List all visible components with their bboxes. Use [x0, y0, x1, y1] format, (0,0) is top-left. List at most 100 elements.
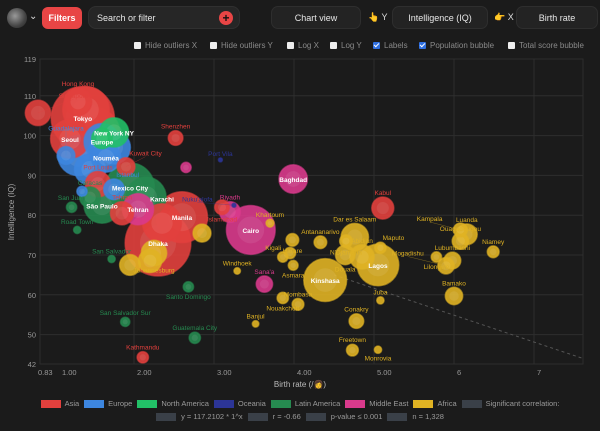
bubble-label: Dhaka: [148, 241, 168, 248]
bubble-point: [118, 253, 142, 277]
bubble-harare: [285, 232, 300, 247]
bubble-highlight: [259, 279, 269, 289]
bubble-highlight: [279, 294, 286, 302]
bubble-label: Tehran: [112, 195, 132, 202]
checkbox[interactable]: [210, 42, 217, 49]
bubble-bamako: [444, 286, 464, 306]
bubble-label: Kathmandu: [126, 345, 160, 352]
bubble-san-juan: [65, 201, 78, 214]
option-hide-outliers-y[interactable]: Hide outliers Y: [210, 41, 273, 50]
legend-swatch: [270, 399, 291, 408]
filters-button[interactable]: Filters: [42, 7, 82, 29]
bubble-labels: Dhaka Tokyo Manila Mexico City Cairo Kinshasa…: [48, 81, 505, 362]
search-input[interactable]: Search or filter +: [88, 6, 240, 29]
legend-item-africa[interactable]: Africa: [413, 399, 457, 408]
y-tick-label: 100: [23, 132, 36, 141]
y-tick-label: 90: [28, 171, 36, 180]
option-log-y[interactable]: Log Y: [330, 41, 362, 50]
bubble-label: N'Djamena: [330, 249, 362, 256]
bubble-label: Douala: [335, 267, 356, 274]
bubble-point: [180, 161, 192, 174]
checkbox-checked[interactable]: [419, 42, 426, 49]
chevron-down-icon[interactable]: ⌄: [29, 11, 38, 22]
chart-view-button[interactable]: Chart view: [271, 6, 361, 29]
avatar[interactable]: [7, 8, 27, 28]
bubble-label: San Juan: [58, 195, 86, 202]
legend-label: Oceania: [237, 399, 266, 408]
option-population-bubble[interactable]: Population bubble: [419, 41, 494, 50]
legend: Asia Europe North America Oceania Latin Amer…: [0, 397, 600, 423]
bubble-label: Monrovia: [365, 355, 392, 362]
option-label: Log Y: [341, 41, 362, 50]
checkbox-checked[interactable]: [373, 42, 380, 49]
bubble-label: Hong Kong: [62, 81, 95, 88]
bubble-highlight: [171, 133, 180, 143]
bubble-kinshasa: [303, 257, 348, 303]
legend-swatch: [213, 399, 234, 408]
checkbox[interactable]: [330, 42, 337, 49]
bubble-highlight: [349, 346, 356, 354]
bubble-label: Kuwait City: [129, 151, 162, 158]
bubble-highlight: [339, 249, 351, 261]
bubble-label: San Salvador: [92, 248, 132, 255]
option-total-score-bubble[interactable]: Total score bubble: [508, 41, 584, 50]
legend-item-middle-east[interactable]: Middle East: [345, 399, 408, 408]
legend-item-north-america[interactable]: North America: [137, 399, 209, 408]
bubble-chart: Dhaka Tokyo Manila Mexico City Cairo Kinshasa…: [7, 55, 584, 389]
bubble-label: Manila: [172, 215, 193, 222]
p-value: p-value ≤ 0.001: [330, 412, 383, 421]
legend-swatch: [137, 399, 158, 408]
bubble-highlight: [352, 317, 361, 326]
x-tick-label: 0.83: [38, 368, 53, 377]
bubble-highlight: [288, 236, 296, 244]
bubble-highlight: [108, 183, 120, 196]
bubble-istanbul: [102, 178, 126, 201]
bubble-label: Johannesburg: [133, 268, 175, 275]
bubble-label: Freetown: [339, 337, 366, 344]
trendline-segment: [333, 274, 584, 359]
legend-item-asia[interactable]: Asia: [40, 399, 79, 408]
checkbox[interactable]: [287, 42, 294, 49]
x-tick-label: 7: [537, 368, 541, 377]
bubble-maputo: [373, 241, 387, 255]
bubble-highlight: [191, 334, 198, 341]
bubble-label: Harare: [282, 248, 302, 255]
legend-item-europe[interactable]: Europe: [84, 399, 132, 408]
bubble-label: Maputo: [383, 235, 405, 242]
label-leader-line: [37, 98, 74, 114]
option-log-x[interactable]: Log X: [287, 41, 319, 50]
bubble-label: Baghdad: [279, 177, 307, 184]
bubble-point: [76, 185, 88, 198]
bubble-label: Kinshasa: [311, 278, 340, 285]
option-hide-outliers-x[interactable]: Hide outliers X: [134, 41, 197, 50]
legend-swatch: [413, 399, 434, 408]
add-filter-icon[interactable]: +: [219, 11, 233, 25]
legend-item-oceania[interactable]: Oceania: [213, 399, 266, 408]
checkbox[interactable]: [508, 42, 515, 49]
bubble-highlight: [342, 237, 350, 245]
x-tick-label: 6: [457, 368, 461, 377]
checkbox[interactable]: [134, 42, 141, 49]
bubble-highlight: [197, 228, 207, 239]
legend-swatch: [461, 399, 482, 408]
bubble-label: Santo Domingo: [166, 294, 211, 301]
option-labels[interactable]: Labels: [373, 41, 408, 50]
bubble-point: [192, 223, 212, 243]
ticks: 0.83 1.00 2.00 3.00 4.00 5.00 6 7 119 110 100 90 80 7…: [23, 55, 541, 377]
chart-options: Hide outliers X Hide outliers Y Log X Lo…: [0, 41, 600, 53]
option-label: Hide outliers Y: [221, 41, 273, 50]
bubble-highlight: [285, 171, 302, 187]
bubble-highlight: [286, 249, 294, 257]
bubble-highlight: [96, 132, 108, 145]
y-axis-select[interactable]: Intelligence (IQ): [392, 6, 488, 29]
bubble-highlight: [97, 149, 115, 166]
bubble-label: Tehran: [127, 207, 148, 214]
legend-label: North America: [161, 399, 209, 408]
legend-item-latin-america[interactable]: Latin America: [270, 399, 340, 408]
x-axis-select[interactable]: Birth rate: [516, 6, 598, 29]
bubble-label: Antananarivo: [301, 229, 340, 236]
bubble-label: San Salvador Sur: [100, 310, 152, 317]
bubble-highlight: [68, 204, 75, 211]
bubble-label: Tokyo: [73, 116, 92, 123]
bubble-kigali: [276, 251, 289, 263]
